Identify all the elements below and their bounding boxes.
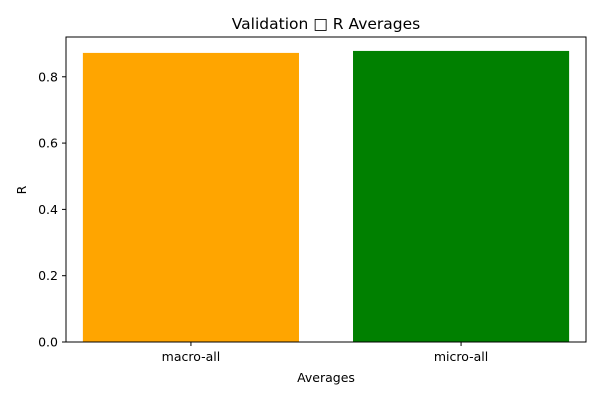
- y-tick-label: 0.2: [38, 268, 58, 283]
- y-axis-ticks: 0.0 0.2 0.4 0.6 0.8: [38, 69, 66, 350]
- chart-title: Validation □ R Averages: [232, 15, 420, 33]
- y-tick-label: 0.4: [38, 202, 58, 217]
- y-tick-label: 0.8: [38, 69, 58, 84]
- x-tick-label: micro-all: [434, 349, 488, 364]
- x-axis-ticks: macro-all micro-all: [162, 342, 488, 364]
- y-tick-label: 0.6: [38, 136, 58, 151]
- x-axis-label: Averages: [297, 370, 355, 385]
- bars-group: [82, 50, 570, 342]
- y-axis-label: R: [14, 185, 29, 194]
- plot-frame: [65, 36, 587, 343]
- x-tick-label: macro-all: [162, 349, 221, 364]
- bar-macro-all: [82, 52, 299, 342]
- y-tick-label: 0.0: [38, 335, 58, 350]
- bar-micro-all: [353, 50, 570, 342]
